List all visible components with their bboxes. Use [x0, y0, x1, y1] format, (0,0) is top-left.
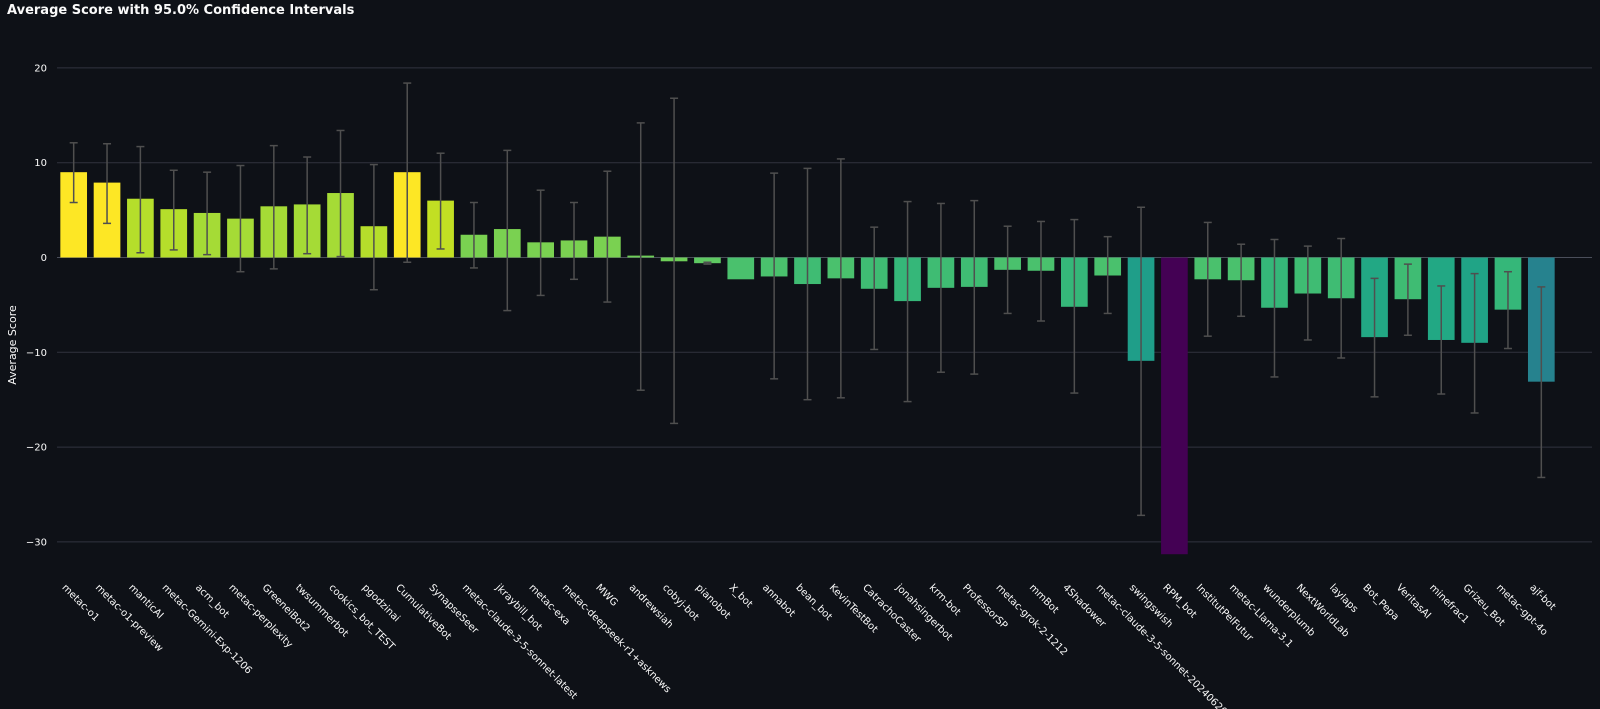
x-tick-label: X_bot — [727, 582, 755, 610]
error-bar — [1003, 225, 1012, 315]
y-tick-label: −10 — [26, 348, 47, 359]
x-tick-label: metac-o1-preview — [93, 582, 165, 654]
error-bar — [469, 201, 478, 269]
y-tick-label: 20 — [34, 63, 47, 74]
x-tick-label: annabot — [760, 582, 797, 619]
error-bar — [203, 171, 212, 256]
x-tick-label: metac-perplexity — [226, 582, 294, 650]
error-bar — [369, 163, 378, 291]
error-bar — [1103, 235, 1112, 315]
chart-title: Average Score with 95.0% Confidence Inte… — [7, 3, 355, 18]
error-bar — [136, 145, 145, 254]
error-bar — [903, 200, 912, 403]
error-bar — [436, 152, 445, 250]
error-bar — [936, 202, 945, 373]
error-bar — [1303, 245, 1312, 341]
y-tick-label: 10 — [34, 158, 47, 169]
error-bar — [670, 97, 679, 425]
error-bar — [1137, 206, 1146, 517]
error-bar — [636, 122, 645, 391]
error-bar — [1470, 272, 1479, 414]
error-bar — [169, 169, 178, 251]
error-bar — [1237, 243, 1246, 318]
error-bar — [236, 164, 245, 273]
error-bar — [269, 144, 278, 270]
y-tick-label: 0 — [41, 253, 47, 264]
error-bar — [1437, 285, 1446, 395]
x-tick-label: InstitutPelFutur — [1194, 582, 1256, 644]
error-bar — [1070, 218, 1079, 394]
error-bar — [1270, 238, 1279, 378]
x-tick-label: laylaps — [1327, 582, 1360, 615]
error-bar — [103, 142, 112, 225]
y-axis-label: Average Score — [6, 305, 19, 385]
x-tick-label: jonahsingerbot — [893, 582, 955, 644]
error-bar — [336, 129, 345, 258]
error-bar — [803, 167, 812, 401]
error-bar — [1337, 237, 1346, 359]
error-bar — [69, 142, 78, 204]
y-tick-label: −30 — [26, 537, 47, 548]
error-bar — [770, 172, 779, 380]
error-bar — [303, 156, 312, 255]
error-bar — [870, 226, 879, 351]
error-bar — [970, 199, 979, 375]
error-bar — [536, 189, 545, 297]
error-bar — [603, 170, 612, 303]
x-tick-label: ajf-bot — [1527, 582, 1557, 612]
error-bar — [1403, 263, 1412, 336]
bar-X_bot — [727, 257, 755, 280]
error-bar — [1537, 286, 1546, 479]
error-bar — [570, 201, 579, 281]
bar-RPM_bot — [1161, 257, 1188, 555]
x-tick-label: mmBot — [1027, 582, 1061, 616]
error-bar — [703, 261, 712, 265]
error-bar — [1203, 221, 1212, 337]
x-tick-label: metac-Llama-3.1 — [1227, 582, 1295, 650]
error-bar — [503, 149, 512, 312]
error-bar — [1370, 277, 1379, 398]
error-bar — [1503, 270, 1512, 350]
x-tick-label: MWG — [593, 582, 619, 608]
error-bar — [403, 82, 412, 263]
bar-pianobot — [694, 257, 721, 264]
error-bar — [836, 158, 845, 399]
y-tick-label: −20 — [26, 443, 47, 454]
error-bar — [1036, 220, 1045, 322]
x-tick-label: CatrachoCaster — [860, 582, 923, 645]
